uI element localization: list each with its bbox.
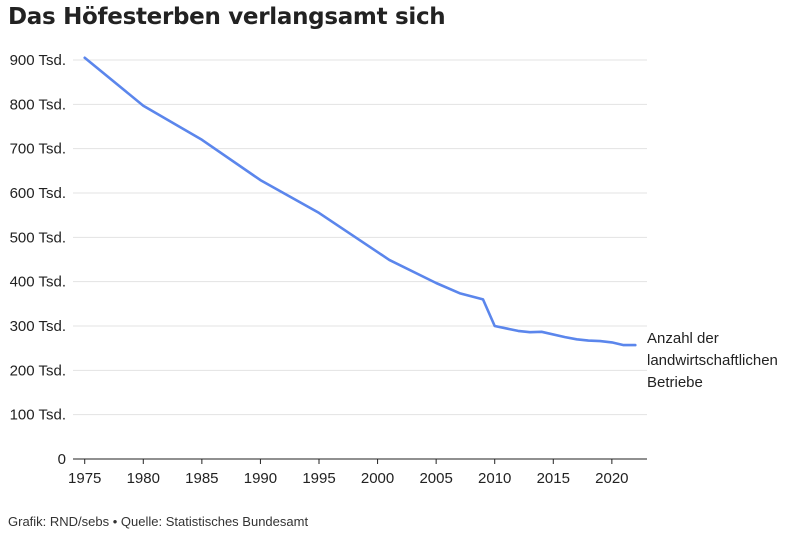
y-tick-label: 0 [58,451,66,468]
series-labels: Anzahl der landwirtschaftlichen Betriebe [647,330,778,391]
series-label-line: Anzahl der [647,330,719,347]
x-tick-label: 2015 [537,470,570,487]
y-tick-label: 800 Tsd. [10,96,66,113]
y-tick-label: 100 Tsd. [10,407,66,424]
y-tick-label: 200 Tsd. [10,362,66,379]
x-tick-label: 2010 [478,470,511,487]
y-tick-label: 600 Tsd. [10,185,66,202]
series-line [83,56,637,347]
y-axis-ticks: 0 100 Tsd. 200 Tsd. 300 Tsd. 400 Tsd. 500 Tsd… [10,52,66,468]
source-note: Grafik: RND/sebs • Quelle: Statistisches… [8,514,309,529]
x-tick-label: 1990 [244,470,277,487]
x-tick-label: 1975 [68,470,101,487]
x-tick-label: 1980 [127,470,160,487]
gridlines [73,59,647,416]
series-label-line: Betriebe [647,374,703,391]
y-tick-label: 500 Tsd. [10,229,66,246]
series-label: Anzahl der landwirtschaftlichen Betriebe [647,330,778,391]
x-axis-ticks: 1975 1980 1985 1990 1995 2000 2005 2010 2015 2020 [68,459,629,487]
y-tick-label: 700 Tsd. [10,141,66,158]
series-label-line: landwirtschaftlichen [647,352,778,369]
y-tick-label: 400 Tsd. [10,274,66,291]
x-tick-label: 2005 [419,470,452,487]
series [83,56,637,347]
x-tick-label: 1995 [302,470,335,487]
x-tick-label: 1985 [185,470,218,487]
chart-title: Das Höfesterben verlangsamt sich [8,4,446,30]
x-tick-label: 2000 [361,470,394,487]
y-tick-label: 900 Tsd. [10,52,66,69]
y-tick-label: 300 Tsd. [10,318,66,335]
x-tick-label: 2020 [595,470,628,487]
